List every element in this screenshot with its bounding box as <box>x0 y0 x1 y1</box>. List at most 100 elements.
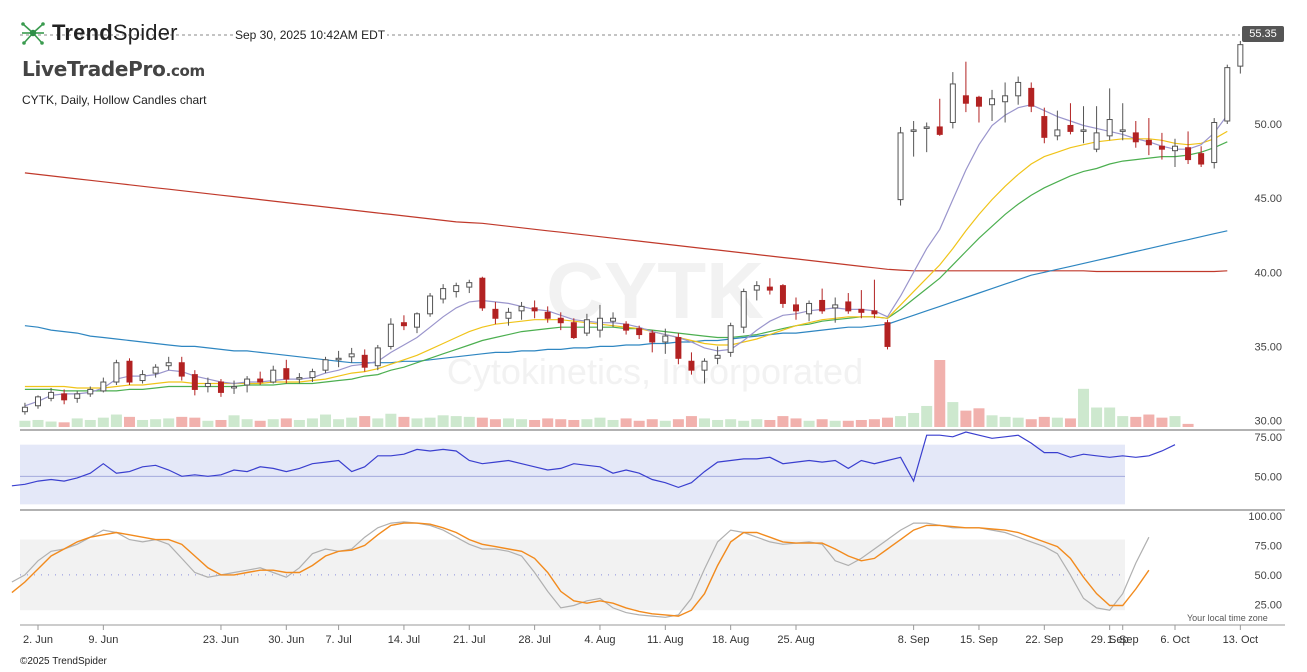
x-tick-label: 15. Sep <box>960 634 998 646</box>
stochastic-tick-label: 25.00 <box>1254 599 1282 611</box>
price-tick-label: 45.00 <box>1254 193 1282 205</box>
volume-bar <box>803 420 815 427</box>
volume-bar <box>895 416 907 427</box>
candle-body <box>975 96 982 107</box>
x-tick-label: 11. Aug <box>647 634 684 646</box>
candle-body <box>1106 119 1113 137</box>
watermark-company: Cytokinetics, Incorporated <box>447 351 863 392</box>
candle-body <box>897 132 904 201</box>
volume-bar <box>646 419 658 427</box>
candle-body <box>296 377 303 380</box>
candles <box>21 40 1244 415</box>
volume-bar <box>542 418 554 427</box>
volume-bar <box>1012 417 1024 427</box>
volume-bar <box>1051 417 1063 427</box>
candle-body <box>244 378 251 386</box>
candle-body <box>858 308 865 313</box>
x-tick-label: 4. Aug <box>584 634 615 646</box>
volume-bar <box>973 408 985 427</box>
volume-bar <box>633 420 645 427</box>
volume-bar <box>620 418 632 427</box>
candle-body <box>479 277 486 309</box>
candle-body <box>453 285 460 293</box>
price-tick-label: 50.00 <box>1254 119 1282 131</box>
volume-bar <box>829 420 841 427</box>
candle-body <box>1172 145 1178 152</box>
candle-body <box>100 381 107 392</box>
volume-bar <box>1182 423 1194 427</box>
ma-red-line <box>24 172 1228 273</box>
volume-bar <box>986 415 998 427</box>
sponsor-logo: LiveTradePro.com <box>22 57 205 81</box>
candle-body <box>1185 147 1192 161</box>
volume-bar <box>790 418 802 427</box>
pane-backgrounds <box>20 429 1285 626</box>
rsi-tick-label: 75.00 <box>1254 432 1282 444</box>
brand-name: TrendSpider <box>52 20 178 45</box>
volume-bar <box>960 410 972 427</box>
candle-body <box>662 335 669 343</box>
volume-bar <box>868 419 880 427</box>
volume-bar <box>568 419 580 427</box>
volume-bar <box>450 416 462 427</box>
spider-logo-icon <box>21 22 45 45</box>
x-tick-label: 29. Sep <box>1091 634 1129 646</box>
x-tick-label: 25. Aug <box>777 634 814 646</box>
volume-bar <box>137 419 149 427</box>
candle-body <box>309 371 316 379</box>
x-tick-label: 23. Jun <box>203 634 239 646</box>
x-tick-label: 1. Sep <box>1107 634 1139 646</box>
candle-body <box>1224 67 1231 122</box>
candle-body <box>1237 44 1244 67</box>
axes: 30.00 35.00 40.00 45.00 50.00 2. Jun 9. Jun 23.… <box>23 119 1282 646</box>
candle-body <box>204 383 211 387</box>
candle-body <box>1028 87 1035 107</box>
volume-bar <box>607 419 619 427</box>
volume-bar <box>672 419 684 427</box>
candle-body <box>387 323 394 347</box>
candle-body <box>962 95 969 104</box>
candle-body <box>361 354 368 368</box>
rsi-pane: 50.00 75.00 <box>11 431 1282 505</box>
volume-bar <box>947 402 959 427</box>
volume-bar <box>176 416 188 427</box>
candle-body <box>779 285 786 304</box>
volume-bar <box>502 418 514 427</box>
candle-body <box>688 360 695 371</box>
candle-body <box>1158 145 1165 150</box>
volume-bar <box>1025 419 1037 427</box>
candle-body <box>283 368 290 380</box>
candle-body <box>714 354 721 359</box>
candle-body <box>518 305 525 312</box>
candle-body <box>400 322 407 327</box>
volume-bar <box>150 419 162 427</box>
volume-bars <box>19 360 1194 427</box>
candle-body <box>583 319 590 334</box>
volume-bar <box>1078 388 1090 427</box>
volume-bar <box>19 420 31 427</box>
candle-body <box>165 362 172 367</box>
candle-body <box>623 323 630 331</box>
candle-body <box>217 381 224 393</box>
candle-body <box>989 98 996 106</box>
candle-body <box>832 304 839 309</box>
volume-bar <box>280 418 292 427</box>
candle-body <box>1080 129 1087 132</box>
chart-timestamp: Sep 30, 2025 10:42AM EDT <box>233 28 388 42</box>
volume-bar <box>476 417 488 427</box>
volume-bar <box>1064 418 1076 427</box>
rsi-tick-label: 50.00 <box>1254 471 1282 483</box>
candle-body <box>1119 129 1126 132</box>
volume-bar <box>1091 407 1103 427</box>
candle-body <box>819 299 826 312</box>
candle-body <box>806 302 813 315</box>
volume-bar <box>751 419 763 427</box>
price-tick-label: 35.00 <box>1254 341 1282 353</box>
candle-body <box>1145 139 1152 146</box>
candle-body <box>570 322 577 339</box>
candle-body <box>884 322 891 347</box>
candle-body <box>466 282 473 288</box>
volume-bar <box>685 416 697 427</box>
